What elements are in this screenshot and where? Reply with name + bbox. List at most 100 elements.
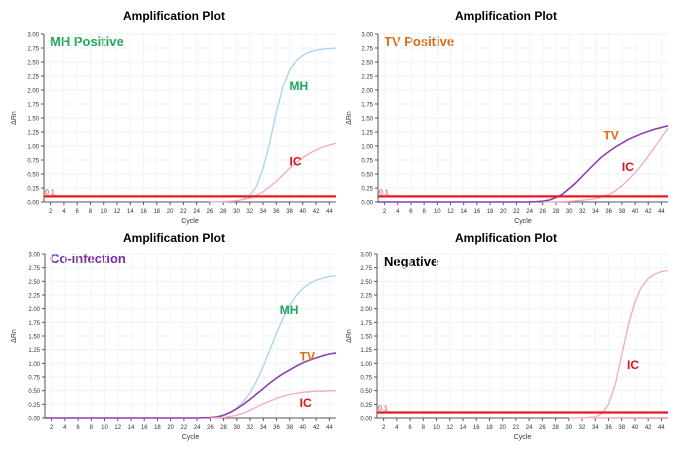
x-tick-label: 30	[233, 209, 240, 215]
x-tick-label: 28	[553, 209, 560, 215]
x-tick-label: 28	[220, 425, 227, 431]
y-tick-label: 0.00	[361, 201, 373, 207]
x-tick-label: 18	[486, 425, 493, 431]
x-tick-label: 12	[446, 425, 453, 431]
x-tick-label: 28	[552, 425, 559, 431]
x-tick-label: 4	[395, 425, 399, 431]
x-tick-label: 30	[565, 425, 572, 431]
y-tick-label: 2.00	[27, 89, 39, 95]
x-tick-label: 24	[193, 209, 200, 215]
x-tick-label: 24	[526, 209, 533, 215]
x-tick-label: 2	[49, 209, 53, 215]
x-tick-label: 8	[422, 209, 426, 215]
x-tick-label: 10	[101, 425, 108, 431]
chart-title: Amplification Plot	[455, 231, 557, 245]
x-tick-label: 40	[300, 425, 307, 431]
y-tick-label: 1.25	[360, 348, 372, 354]
x-tick-label: 34	[592, 425, 599, 431]
x-tick-label: 38	[286, 425, 293, 431]
x-tick-label: 24	[194, 425, 201, 431]
y-tick-label: 1.50	[28, 335, 40, 341]
x-tick-label: 6	[408, 425, 412, 431]
x-tick-label: 26	[539, 209, 546, 215]
x-tick-label: 36	[605, 425, 612, 431]
chart-title: Amplification Plot	[455, 9, 557, 23]
y-tick-label: 0.25	[360, 403, 372, 409]
series-line-tv	[378, 125, 669, 203]
y-tick-label: 1.75	[360, 321, 372, 327]
y-tick-label: 2.00	[28, 307, 40, 313]
x-tick-label: 38	[619, 209, 626, 215]
x-tick-label: 26	[207, 425, 214, 431]
x-tick-label: 16	[474, 209, 481, 215]
series-line-mh	[197, 275, 337, 419]
x-tick-label: 22	[181, 425, 188, 431]
y-tick-label: 0.75	[27, 159, 39, 165]
x-tick-label: 12	[114, 209, 121, 215]
x-tick-label: 32	[579, 425, 586, 431]
y-axis-label: ΔRn	[346, 111, 353, 125]
x-tick-label: 32	[246, 209, 253, 215]
y-tick-label: 0.50	[28, 389, 40, 395]
y-tick-label: 1.25	[28, 348, 40, 354]
x-tick-label: 40	[299, 209, 306, 215]
x-tick-label: 4	[62, 209, 66, 215]
y-tick-label: 2.00	[360, 307, 372, 313]
x-tick-label: 34	[260, 209, 267, 215]
series-label-ic: IC	[627, 358, 639, 372]
y-axis-label: ΔRn	[11, 111, 18, 125]
x-tick-label: 26	[207, 209, 214, 215]
series-label-ic: IC	[622, 160, 634, 174]
y-axis-label: ΔRn	[11, 329, 18, 343]
y-tick-label: 0.25	[27, 187, 39, 193]
x-tick-label: 38	[618, 425, 625, 431]
x-axis-label: Cycle	[514, 218, 532, 225]
chart-title: Amplification Plot	[123, 231, 225, 245]
threshold-label: 0.1	[378, 406, 388, 413]
x-tick-label: 30	[233, 425, 240, 431]
series-line-ic	[209, 142, 337, 203]
y-tick-label: 0.50	[360, 389, 372, 395]
x-tick-label: 44	[326, 425, 333, 431]
x-tick-label: 34	[260, 425, 267, 431]
y-tick-label: 1.50	[361, 117, 373, 123]
x-tick-label: 6	[76, 209, 80, 215]
y-tick-label: 0.25	[361, 187, 373, 193]
series-line-ic	[210, 390, 336, 419]
x-tick-label: 16	[473, 425, 480, 431]
x-tick-label: 32	[579, 209, 586, 215]
series-label-mh: MH	[280, 303, 299, 317]
x-tick-label: 26	[539, 425, 546, 431]
x-tick-label: 2	[50, 425, 54, 431]
y-tick-label: 2.50	[28, 280, 40, 286]
x-tick-label: 8	[422, 425, 426, 431]
x-axis-label: Cycle	[181, 218, 199, 225]
y-tick-label: 1.75	[27, 103, 39, 109]
y-tick-label: 2.50	[361, 61, 373, 67]
x-tick-label: 20	[499, 425, 506, 431]
y-tick-label: 2.50	[360, 280, 372, 286]
y-tick-label: 2.25	[27, 75, 39, 81]
y-tick-label: 2.25	[360, 294, 372, 300]
x-tick-label: 4	[396, 209, 400, 215]
series-label-ic: IC	[290, 155, 302, 169]
y-tick-label: 0.50	[361, 173, 373, 179]
x-tick-label: 12	[114, 425, 121, 431]
y-tick-label: 3.00	[361, 33, 373, 39]
x-tick-label: 44	[658, 425, 665, 431]
y-tick-label: 2.00	[361, 89, 373, 95]
y-tick-label: 0.75	[361, 159, 373, 165]
threshold-label: 0.1	[379, 189, 389, 196]
x-tick-label: 20	[167, 425, 174, 431]
x-tick-label: 6	[409, 209, 413, 215]
y-tick-label: 1.75	[28, 321, 40, 327]
x-tick-label: 16	[140, 209, 147, 215]
x-tick-label: 8	[90, 425, 94, 431]
x-tick-label: 18	[153, 209, 160, 215]
x-tick-label: 44	[326, 209, 333, 215]
x-tick-label: 12	[447, 209, 454, 215]
x-tick-label: 22	[513, 209, 520, 215]
y-tick-label: 1.25	[27, 131, 39, 137]
